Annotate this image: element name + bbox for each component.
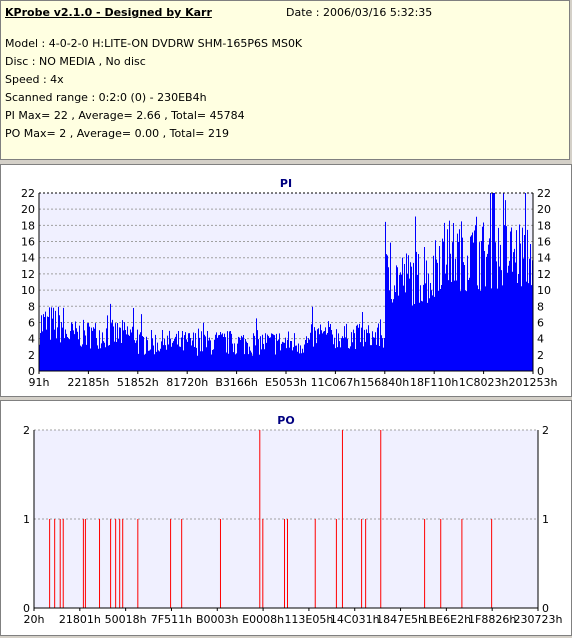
pi-ytick-right: 18	[537, 219, 551, 232]
po-xtick-label: 113E05h	[284, 613, 333, 626]
pi-ytick-right: 6	[537, 316, 544, 329]
po-chart: 0 0 1 1 2 2 PO 20h 21801h 50018h 7F511h B0003h E0008…	[23, 414, 563, 626]
po-chart-panel: 0 0 1 1 2 2 PO 20h 21801h 50018h 7F511h B0003h E0008…	[0, 400, 572, 636]
pi-ytick-right: 16	[537, 236, 551, 249]
pi-ytick-left: 14	[21, 252, 35, 265]
app-title: KProbe v2.1.0 - Designed by Karr	[5, 6, 212, 19]
disc-line: Disc : NO MEDIA , No disc	[5, 55, 146, 68]
po-xtick-label: 14C031h	[330, 613, 380, 626]
pi-xtick-label: 51852h	[117, 376, 159, 389]
pi-chart-title: PI	[280, 177, 292, 190]
pi-xtick-label: B3166h	[215, 376, 258, 389]
po-ytick-left: 1	[23, 513, 30, 526]
po-ytick-right: 2	[542, 424, 549, 437]
pi-ytick-left: 18	[21, 219, 35, 232]
pi-xtick-label: 11C067h	[311, 376, 361, 389]
pi-stats-line: PI Max= 22 , Average= 2.66 , Total= 4578…	[5, 109, 245, 122]
po-xtick-label: B0003h	[196, 613, 239, 626]
pi-chart-panel: 0 0 2 2 4 4 6 6 8 8 10 10 12 12 14 14 16 16 18 18 20 20 22 22 PI…	[0, 164, 572, 397]
scanned-range-line: Scanned range : 0:2:0 (0) - 230EB4h	[5, 91, 207, 104]
po-xtick-label: 1F8826h	[468, 613, 516, 626]
po-xtick-label: 7F511h	[151, 613, 192, 626]
pi-ytick-right: 20	[537, 203, 551, 216]
po-stats-line: PO Max= 2 , Average= 0.00 , Total= 219	[5, 127, 229, 140]
pi-ytick-left: 2	[28, 349, 35, 362]
po-ytick-right: 1	[542, 513, 549, 526]
pi-ytick-right: 8	[537, 300, 544, 313]
pi-ytick-left: 4	[28, 333, 35, 346]
po-xtick-label: 1847E5h	[376, 613, 425, 626]
pi-ytick-left: 10	[21, 284, 35, 297]
pi-ytick-left: 8	[28, 300, 35, 313]
pi-ytick-left: 0	[28, 365, 35, 378]
po-xtick-label: 20h	[24, 613, 45, 626]
po-ytick-left: 0	[23, 602, 30, 615]
pi-ytick-left: 6	[28, 316, 35, 329]
pi-ytick-left: 22	[21, 187, 35, 200]
pi-xtick-label: 1C8023h	[459, 376, 509, 389]
info-panel: KProbe v2.1.0 - Designed by Karr Date : …	[0, 0, 570, 160]
pi-ytick-left: 20	[21, 203, 35, 216]
scan-date: Date : 2006/03/16 5:32:35	[286, 6, 433, 19]
pi-ytick-right: 2	[537, 349, 544, 362]
pi-ytick-left: 16	[21, 236, 35, 249]
pi-ytick-right: 22	[537, 187, 551, 200]
po-ytick-left: 2	[23, 424, 30, 437]
po-xtick-label: 50018h	[105, 613, 147, 626]
pi-xtick-label: 156840h	[360, 376, 409, 389]
pi-ytick-left: 12	[21, 268, 35, 281]
pi-ytick-right: 4	[537, 333, 544, 346]
pi-xtick-label: 81720h	[166, 376, 208, 389]
pi-xtick-label: 201253h	[509, 376, 558, 389]
pi-xtick-label: 91h	[29, 376, 50, 389]
po-xtick-label: 21801h	[59, 613, 101, 626]
po-xtick-label: 230723h	[514, 613, 563, 626]
pi-xtick-label: 18F110h	[410, 376, 458, 389]
po-chart-title: PO	[277, 414, 294, 427]
pi-ytick-right: 10	[537, 284, 551, 297]
pi-ytick-right: 0	[537, 365, 544, 378]
pi-ytick-right: 12	[537, 268, 551, 281]
pi-ytick-right: 14	[537, 252, 551, 265]
po-xtick-label: 1BE6E2h	[422, 613, 471, 626]
po-ytick-right: 0	[542, 602, 549, 615]
model-line: Model : 4-0-2-0 H:LITE-ON DVDRW SHM-165P…	[5, 37, 303, 50]
pi-xtick-label: E5053h	[265, 376, 307, 389]
pi-xtick-label: 22185h	[67, 376, 109, 389]
po-xtick-label: E0008h	[242, 613, 284, 626]
speed-line: Speed : 4x	[5, 73, 64, 86]
